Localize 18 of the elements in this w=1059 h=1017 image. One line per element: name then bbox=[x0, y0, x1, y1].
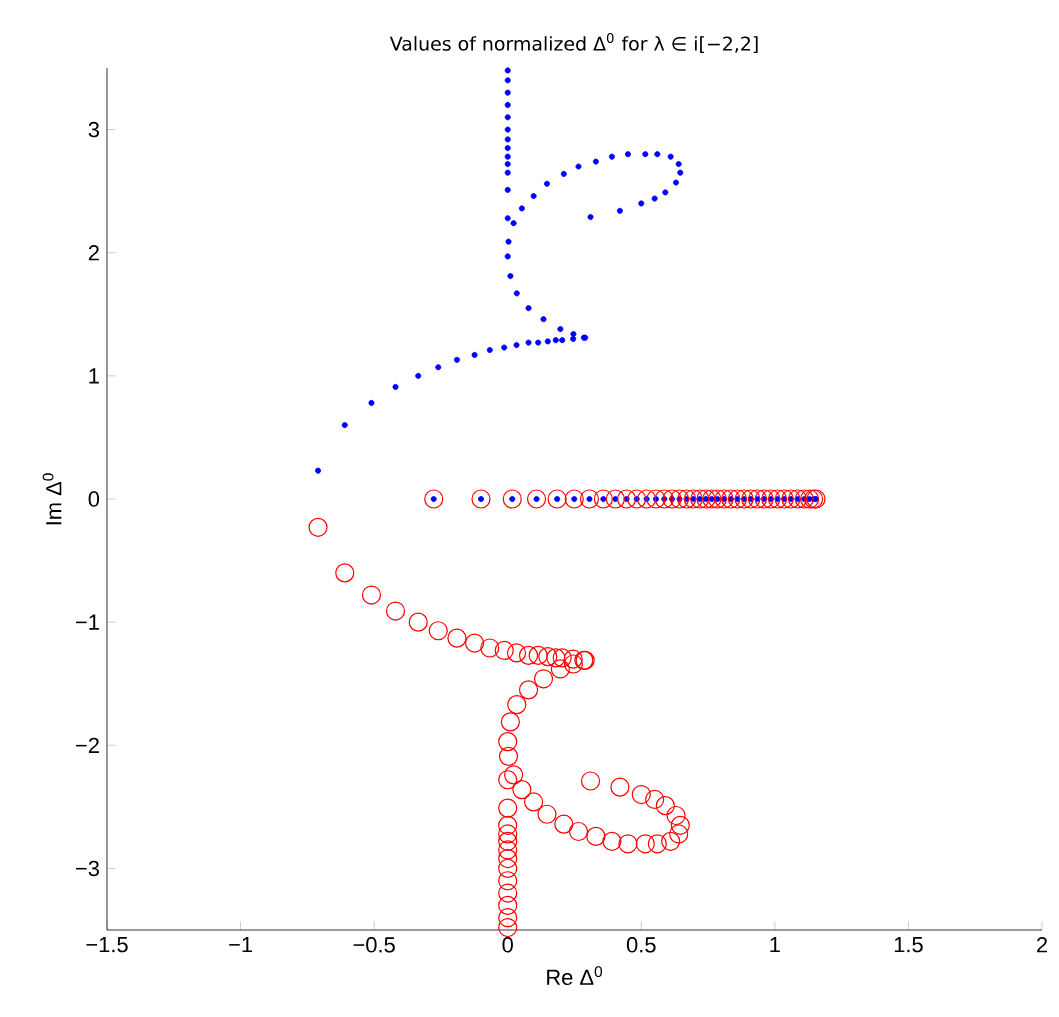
y-tick-label: −2 bbox=[76, 737, 99, 753]
y-tick-label: 0 bbox=[88, 491, 100, 507]
x-tick-label: −1.5 bbox=[86, 937, 128, 953]
x-tick-label: 1 bbox=[770, 937, 780, 953]
x-tick-label: 2 bbox=[1037, 937, 1047, 953]
y-tick-label: 2 bbox=[88, 245, 99, 261]
y-axis-title: Im Δ$^{0}$ bbox=[42, 473, 62, 525]
y-tick-label: −1 bbox=[76, 614, 99, 630]
chart-title: Values of normalized Δ$^{0}$ for λ ∈ i[−2,2] bbox=[389, 33, 758, 54]
x-tick-label: 0 bbox=[502, 937, 513, 953]
y-tick-label: 1 bbox=[89, 368, 99, 384]
x-tick-label: 1.5 bbox=[894, 937, 923, 953]
x-tick-label: 0.5 bbox=[626, 937, 656, 953]
y-tick-label: 3 bbox=[88, 121, 99, 138]
x-tick-label: −0.5 bbox=[353, 937, 395, 953]
x-axis-title: Re Δ$^{0}$ bbox=[547, 966, 603, 986]
x-tick-label: −1 bbox=[229, 937, 252, 953]
y-tick-label: −3 bbox=[76, 860, 99, 877]
